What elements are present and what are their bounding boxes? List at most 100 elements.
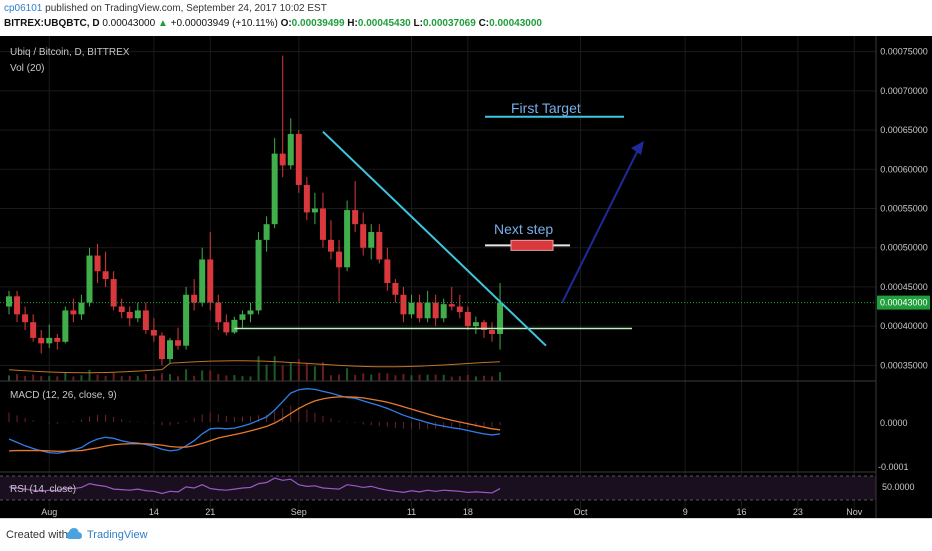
- volume-bar: [88, 369, 91, 381]
- time-tick-label: 21: [205, 507, 215, 517]
- time-tick-label: Oct: [574, 507, 589, 517]
- macd-axis-tick-zero: 0.0000: [880, 418, 908, 428]
- volume-bar: [273, 356, 276, 381]
- volume-bar: [24, 375, 27, 381]
- volume-bar: [40, 376, 43, 381]
- low-value: 0.00037069: [422, 18, 476, 29]
- price-tick-label: 0.00070000: [880, 86, 928, 96]
- tradingview-cloud-icon: [66, 528, 82, 539]
- volume-bar: [442, 374, 445, 381]
- author-link[interactable]: cp06101: [4, 3, 43, 14]
- close-label: C:: [478, 18, 490, 29]
- candle-body: [424, 302, 431, 319]
- volume-bar: [458, 376, 461, 381]
- volume-bar: [169, 374, 171, 381]
- volume-bar: [491, 376, 493, 381]
- price-tick-label: 0.00075000: [880, 47, 928, 57]
- rsi-legend: RSI (14, close): [10, 484, 76, 495]
- macd-axis-tick-neg: -0.0001: [878, 462, 909, 472]
- time-tick-label: Nov: [846, 507, 863, 517]
- candle-body: [448, 304, 455, 307]
- candle-body: [199, 259, 206, 303]
- candle-body: [215, 302, 222, 323]
- price-axis[interactable]: 0.00075000 0.00070000 0.00065000 0.00060000…: [880, 47, 928, 371]
- volume-bar: [434, 374, 437, 381]
- created-with-text: Created with: [6, 529, 68, 541]
- candle-body: [231, 319, 238, 333]
- candle-body: [142, 310, 149, 331]
- chart-canvas[interactable]: First Target Next step Ubiq / Bitcoin, D…: [0, 36, 932, 518]
- volume-bar: [338, 374, 341, 381]
- high-value: 0.00045430: [357, 18, 411, 29]
- current-price-label: 0.00043000: [880, 298, 928, 308]
- volume-bar: [499, 372, 502, 381]
- candle-body: [102, 271, 109, 280]
- price-tick-label: 0.00040000: [880, 321, 928, 331]
- volume-bar: [418, 374, 421, 381]
- volume-bar: [193, 375, 196, 381]
- volume-bar: [80, 375, 83, 381]
- symbol-info: BITREX:UBQBTC, D 0.00043000 ▲ +0.0000394…: [4, 18, 542, 29]
- tradingview-link[interactable]: TradingView: [87, 529, 148, 541]
- grid-lines: [0, 36, 876, 512]
- candle-body: [352, 210, 359, 225]
- candle-body: [489, 330, 495, 334]
- volume-bar: [482, 375, 485, 381]
- candle-body: [295, 134, 302, 185]
- volume-bars: [8, 356, 502, 381]
- candle-body: [126, 312, 133, 319]
- candle-body: [247, 310, 254, 315]
- volume-bar: [394, 375, 397, 381]
- volume-ma-line: [8, 360, 501, 374]
- volume-bar: [56, 376, 59, 381]
- candle-body: [134, 310, 141, 319]
- macd-legend: MACD (12, 26, close, 9): [10, 390, 117, 401]
- volume-bar: [386, 373, 389, 381]
- volume-bar: [313, 366, 316, 381]
- volume-bar: [474, 376, 477, 381]
- candle-body: [464, 312, 471, 327]
- volume-bar: [96, 374, 99, 381]
- price-change: +0.00003949 (+10.11%): [170, 18, 278, 29]
- candle-body: [22, 314, 29, 323]
- price-tick-label: 0.00060000: [880, 164, 928, 174]
- volume-bar: [241, 376, 244, 381]
- volume-bar: [233, 375, 236, 381]
- arrow-head-icon: [631, 141, 644, 155]
- candle-body: [480, 322, 487, 331]
- time-tick-label: 11: [407, 507, 416, 517]
- descending-trendline: [322, 130, 547, 347]
- time-tick-label: Aug: [41, 507, 57, 517]
- volume-bar: [48, 376, 51, 381]
- volume-bar: [128, 376, 131, 381]
- candle-body: [400, 294, 407, 315]
- volume-bar: [225, 375, 228, 381]
- candle-body: [191, 294, 198, 303]
- price-tick-label: 0.00035000: [880, 360, 928, 370]
- low-label: L:: [413, 18, 423, 29]
- volume-bar: [185, 369, 188, 381]
- volume-bar: [217, 374, 220, 381]
- candle-body: [279, 153, 286, 166]
- candle-body: [78, 302, 85, 315]
- candle-body: [271, 153, 278, 225]
- volume-bar: [8, 375, 10, 381]
- candle-body: [392, 282, 399, 295]
- volume-bar: [330, 375, 332, 381]
- candle-body: [440, 304, 447, 319]
- volume-bar: [265, 364, 268, 381]
- candle-body: [70, 310, 77, 315]
- candle-body: [336, 251, 343, 268]
- volume-bar: [16, 374, 19, 381]
- candle-body: [175, 340, 182, 346]
- time-tick-label: 18: [463, 507, 473, 517]
- candle-body: [14, 296, 21, 315]
- candle-body: [207, 259, 214, 303]
- candle-body: [94, 255, 101, 272]
- time-axis[interactable]: Aug 14 21 Sep 11 18 Oct 9 16 23 Nov: [41, 507, 863, 517]
- volume-bar: [152, 376, 155, 381]
- candle-body: [239, 314, 246, 320]
- volume-bar: [410, 375, 413, 381]
- volume-bar: [32, 374, 35, 381]
- candle-body: [456, 306, 463, 312]
